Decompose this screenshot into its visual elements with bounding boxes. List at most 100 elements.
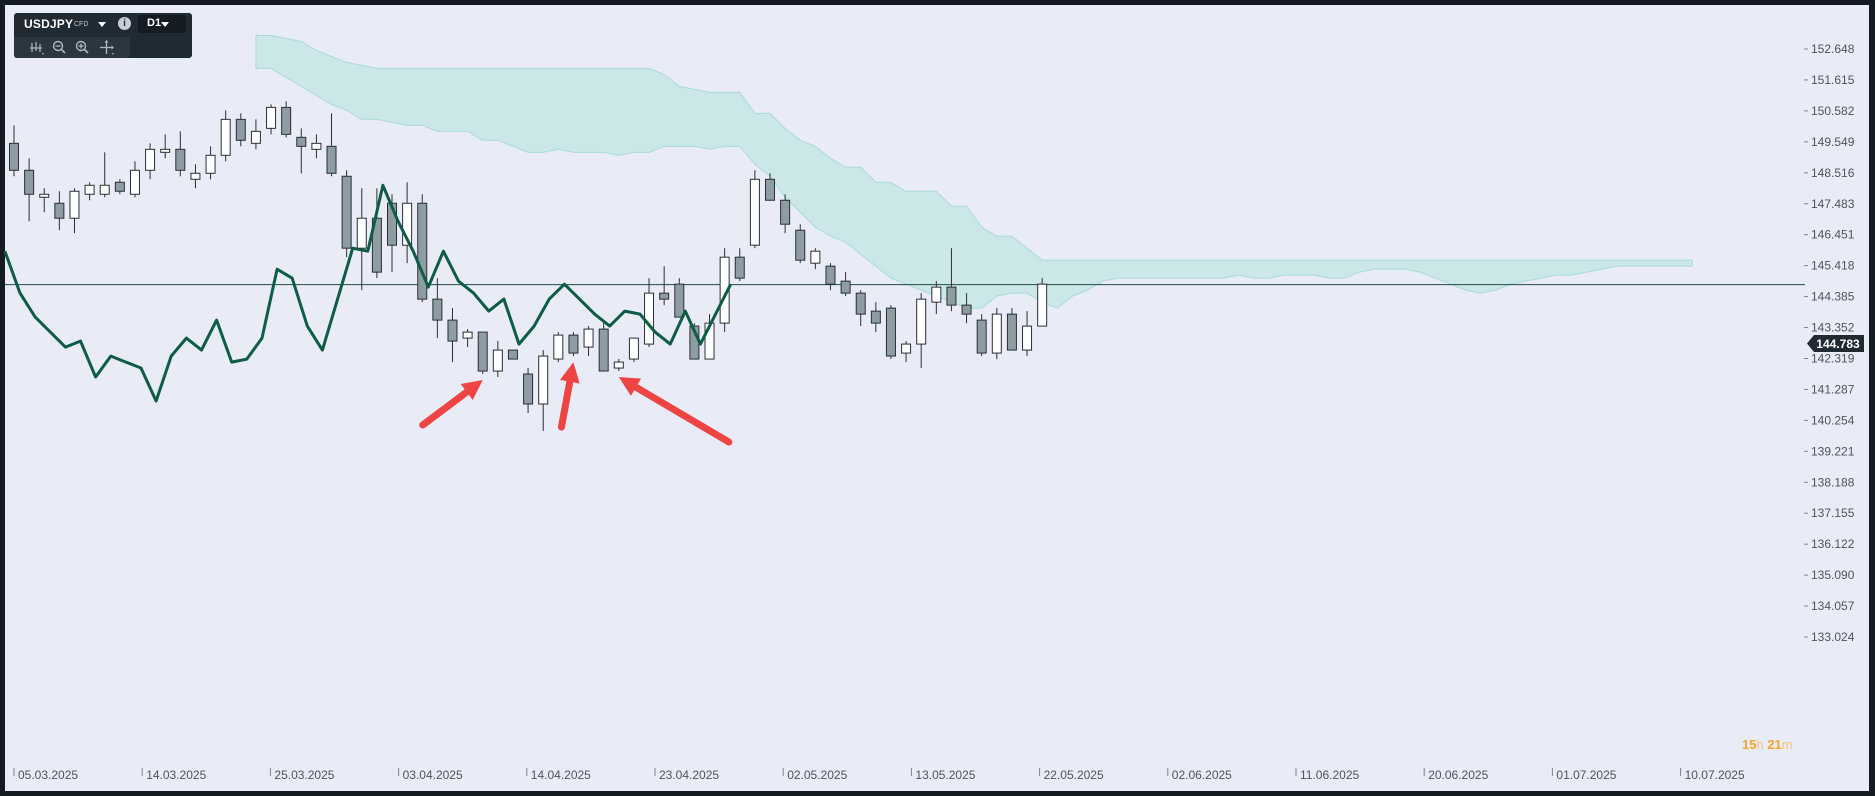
bull-candle-body	[613, 361, 624, 369]
bear-candle-body	[946, 286, 957, 306]
candle	[931, 281, 942, 315]
candle	[1006, 308, 1017, 351]
y-tick-label: 143.352	[1811, 321, 1855, 335]
x-tick-label: 20.06.2025	[1428, 768, 1488, 782]
bear-candle-body	[447, 319, 458, 342]
bull-candle-body	[99, 184, 110, 195]
candle	[326, 113, 337, 177]
x-tick-label: 05.03.2025	[18, 768, 78, 782]
price-axis[interactable]: 152.648 151.615 150.582 149.549 148.516 147.4…	[1804, 42, 1855, 644]
bear-candle-body	[175, 148, 186, 171]
candle	[190, 164, 201, 189]
chart-area[interactable]	[5, 5, 1869, 791]
arrow-shaft	[632, 383, 733, 446]
candle	[991, 308, 1002, 360]
candle	[598, 323, 609, 372]
x-tick-label: 22.05.2025	[1044, 768, 1104, 782]
zoom-out-icon[interactable]	[51, 39, 68, 56]
current-price-badge: 144.783	[1807, 335, 1864, 352]
annotation-arrow	[419, 380, 483, 429]
info-icon[interactable]: i	[118, 17, 131, 30]
bear-candle-body	[523, 373, 534, 405]
y-tick-label: 149.549	[1811, 135, 1855, 149]
y-tick-label: 145.418	[1811, 259, 1855, 273]
arrow-head	[618, 377, 642, 396]
bull-candle-body	[628, 337, 639, 360]
y-tick-label: 144.385	[1811, 290, 1855, 304]
candle	[1022, 311, 1033, 357]
candle	[613, 359, 624, 372]
candle	[220, 110, 231, 162]
candle	[825, 263, 836, 291]
candle	[160, 134, 171, 159]
candle	[462, 329, 473, 348]
candle	[402, 182, 413, 264]
tool-row	[14, 37, 130, 58]
bear-candle-body	[24, 169, 35, 195]
candle	[885, 305, 896, 360]
candle	[311, 134, 322, 159]
bull-candle-body	[311, 142, 322, 150]
candle	[901, 341, 912, 363]
annotation-arrows	[419, 362, 733, 446]
y-tick-label: 136.122	[1811, 537, 1855, 551]
candle	[54, 191, 65, 231]
bull-candle-body	[901, 343, 912, 354]
symbol-dropdown-icon[interactable]	[98, 22, 106, 27]
x-tick-label: 23.04.2025	[659, 768, 719, 782]
bull-candle-body	[492, 349, 503, 372]
annotation-arrow	[618, 377, 733, 446]
candle	[1037, 278, 1048, 327]
bull-candle-body	[462, 331, 473, 339]
timeframe-selector[interactable]	[138, 15, 186, 33]
bull-candle-body	[84, 184, 95, 195]
candle	[175, 131, 186, 177]
bull-candle-body	[266, 106, 277, 129]
y-tick-label: 135.090	[1811, 568, 1855, 582]
bull-candle-body	[250, 130, 261, 144]
candle	[583, 326, 594, 357]
y-tick-label: 138.188	[1811, 475, 1855, 489]
candle	[916, 293, 927, 369]
bull-candle-body	[145, 148, 156, 171]
candle	[507, 349, 518, 360]
y-tick-label: 151.615	[1811, 73, 1855, 87]
y-tick-label: 140.254	[1811, 413, 1855, 427]
zoom-in-icon[interactable]	[74, 39, 91, 56]
candle	[69, 188, 80, 234]
bear-candle-body	[840, 280, 851, 294]
bear-candle-body	[417, 202, 428, 300]
candle	[99, 152, 110, 198]
x-tick-label: 13.05.2025	[915, 768, 975, 782]
timeframe-dropdown-icon[interactable]	[161, 22, 169, 27]
symbol-selector[interactable]: USDJPY	[24, 17, 74, 31]
candle	[145, 143, 156, 180]
time-axis[interactable]: 05.03.2025 14.03.2025 25.03.2025 03.04.2025…	[13, 768, 1745, 782]
bear-candle-body	[765, 178, 775, 201]
candle	[235, 113, 246, 147]
candle	[749, 170, 760, 249]
bull-candle-body	[205, 154, 216, 174]
candle	[795, 224, 806, 264]
bear-candle-body	[825, 265, 836, 285]
bull-candle-body	[129, 169, 140, 195]
crosshair-icon[interactable]	[98, 39, 115, 56]
candle	[976, 314, 987, 357]
timeframe-label[interactable]: D1	[147, 17, 162, 29]
candle	[114, 179, 125, 195]
bull-candle-body	[810, 250, 821, 264]
candle	[84, 182, 95, 201]
candle	[780, 194, 791, 234]
bear-candle-body	[326, 145, 337, 174]
current-price-value: 144.783	[1816, 337, 1860, 351]
candle	[296, 128, 307, 174]
candle	[492, 341, 503, 378]
bull-candle-body	[160, 148, 171, 153]
countdown-minutes: 21	[1767, 737, 1782, 752]
bull-candle-body	[553, 334, 564, 360]
candle	[432, 278, 443, 339]
indicators-icon[interactable]	[28, 39, 45, 56]
y-tick-label: 141.287	[1811, 382, 1855, 396]
candle	[477, 331, 488, 375]
